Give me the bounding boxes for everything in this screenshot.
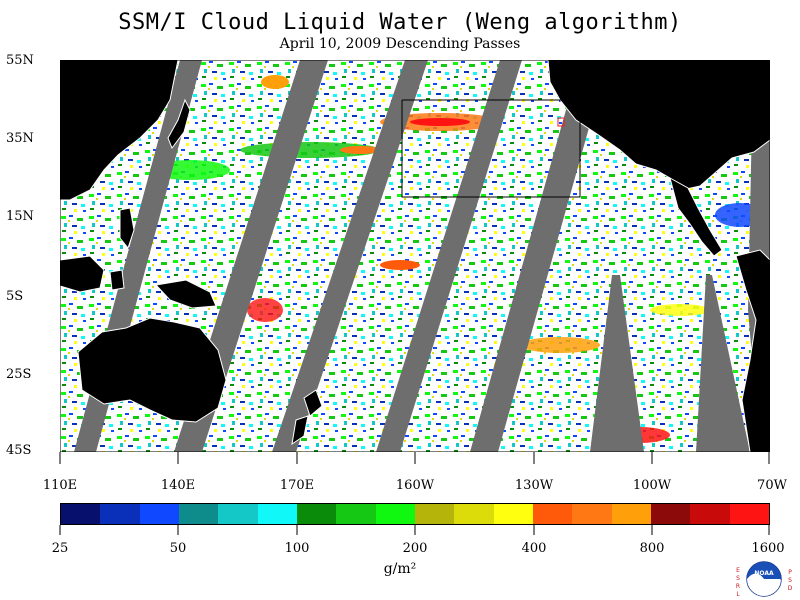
colorbar-swatch-5 <box>257 504 297 524</box>
colorbar-swatch-8 <box>375 504 415 524</box>
lon-label-170e: 170E <box>279 478 315 493</box>
svg-text:P: P <box>788 569 792 576</box>
colorbar-swatch-13 <box>572 504 612 524</box>
colorbar-swatch-15 <box>650 504 691 524</box>
colorbar-swatch-2 <box>139 504 179 524</box>
colorbar-label-800: 800 <box>639 541 665 556</box>
svg-text:E: E <box>736 567 740 574</box>
lat-label-55n: 55N <box>6 53 34 68</box>
colorbar-swatch-0 <box>61 504 101 524</box>
landmasses <box>60 60 770 452</box>
colorbar-swatch-10 <box>454 504 494 524</box>
lat-label-5s: 5S <box>6 289 24 304</box>
lon-label-70w: 70W <box>757 478 787 493</box>
lon-label-160w: 160W <box>395 478 435 493</box>
colorbar-label-200: 200 <box>402 541 428 556</box>
svg-text:R: R <box>736 583 740 590</box>
colorbar-swatch-11 <box>493 504 533 524</box>
colorbar-swatch-6 <box>296 504 337 524</box>
svg-text:S: S <box>788 577 792 584</box>
svg-text:D: D <box>788 585 793 592</box>
colorbar-label-100: 100 <box>284 541 310 556</box>
lon-label-130w: 130W <box>514 478 554 493</box>
logo-badge-text: NOAA <box>754 570 774 577</box>
colorbar-swatch-12 <box>532 504 573 524</box>
cloud-liquid-water-map <box>60 60 770 452</box>
lat-label-35n: 35N <box>6 131 34 146</box>
map-title: SSM/I Cloud Liquid Water (Weng algorithm… <box>118 10 682 35</box>
colorbar-label-50: 50 <box>169 541 187 556</box>
lon-tick-marks <box>59 452 770 464</box>
colorbar <box>60 503 770 525</box>
lat-label-45s: 45S <box>6 443 32 458</box>
colorbar-swatch-7 <box>336 504 376 524</box>
colorbar-swatch-17 <box>729 504 769 524</box>
colorbar-swatch-16 <box>690 504 730 524</box>
colorbar-swatch-1 <box>100 504 140 524</box>
colorbar-label-1600: 1600 <box>751 541 785 556</box>
svg-text:L: L <box>736 591 740 598</box>
colorbar-units: g/m² <box>383 561 417 577</box>
lat-label-25s: 25S <box>6 367 32 382</box>
colorbar-swatch-9 <box>414 504 455 524</box>
lon-label-100w: 100W <box>632 478 672 493</box>
colorbar-tick-marks <box>59 525 770 535</box>
map-subtitle: April 10, 2009 Descending Passes <box>279 36 521 52</box>
lat-label-15n: 15N <box>6 209 34 224</box>
colorbar-label-400: 400 <box>521 541 547 556</box>
lon-label-110e: 110E <box>42 478 78 493</box>
colorbar-swatch-4 <box>218 504 258 524</box>
region-outline <box>401 99 581 198</box>
colorbar-label-25: 25 <box>51 541 69 556</box>
noaa-esrl-psd-logo: NOAA E S R L P S D <box>736 561 793 598</box>
colorbar-swatch-14 <box>611 504 651 524</box>
lon-label-140e: 140E <box>160 478 196 493</box>
svg-text:S: S <box>736 575 740 582</box>
colorbar-swatch-3 <box>178 504 219 524</box>
